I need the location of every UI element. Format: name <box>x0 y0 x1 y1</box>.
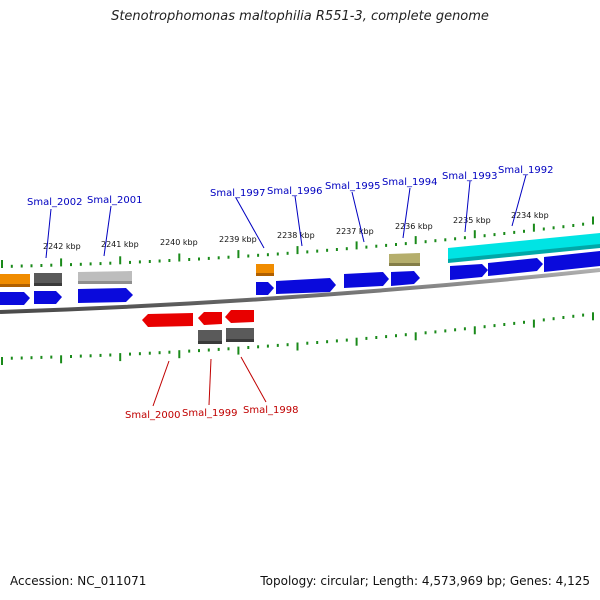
gene-arrow-right-edge[interactable] <box>544 251 600 272</box>
gene-arrow-1993[interactable] <box>450 264 488 280</box>
khaki-feature-1994[interactable] <box>389 253 420 265</box>
bottom-scale-ticks <box>1 312 594 365</box>
scale-label-2238: 2238 kbp <box>277 231 315 240</box>
forward-feature-track <box>0 233 600 287</box>
cyan-feature-1993[interactable] <box>448 233 600 261</box>
orange-feature-1997[interactable] <box>256 264 274 275</box>
gene-arrow-1996[interactable] <box>276 278 336 294</box>
accession-text: Accession: NC_011071 <box>10 574 147 588</box>
scale-label-2241: 2241 kbp <box>101 240 139 249</box>
gene-arrow-1994[interactable] <box>391 271 420 286</box>
gene-arrow-1992[interactable] <box>488 258 543 276</box>
grey-feature-1999[interactable] <box>198 330 222 343</box>
scale-label-2237: 2237 kbp <box>336 227 374 236</box>
gene-label-smal-2000[interactable]: Smal_2000 <box>125 410 180 421</box>
forward-gene-arrows <box>0 251 600 305</box>
gene-label-smal-1992[interactable]: Smal_1992 <box>498 165 553 176</box>
gene-label-smal-1995[interactable]: Smal_1995 <box>325 181 380 192</box>
gene-arrow-1997[interactable] <box>256 282 274 295</box>
gene-arrow-left-edge[interactable] <box>0 292 30 305</box>
minus-gene-callout-lines <box>152 356 267 407</box>
scale-label-2234: 2234 kbp <box>511 211 549 220</box>
gene-arrow-1998[interactable] <box>225 310 254 323</box>
genome-backbone <box>0 268 600 314</box>
grey-feature-1998[interactable] <box>226 328 254 341</box>
scale-label-2240: 2240 kbp <box>160 238 198 247</box>
gene-label-smal-1999[interactable]: Smal_1999 <box>182 408 237 419</box>
gene-label-smal-1996[interactable]: Smal_1996 <box>267 186 322 197</box>
map-title: Stenotrophomonas maltophilia R551-3, com… <box>111 9 489 24</box>
grey-feature-2002[interactable] <box>34 273 62 285</box>
gene-label-smal-1998[interactable]: Smal_1998 <box>243 405 298 416</box>
gene-arrow-2000[interactable] <box>142 313 193 327</box>
gene-arrow-1995[interactable] <box>344 272 389 288</box>
scale-label-2239: 2239 kbp <box>219 235 257 244</box>
gene-arrow-2002[interactable] <box>34 291 62 304</box>
plus-gene-callout-lines <box>45 174 527 259</box>
scale-label-2235: 2235 kbp <box>453 216 491 225</box>
light-grey-feature-2001[interactable] <box>78 271 132 283</box>
genome-summary-text: Topology: circular; Length: 4,573,969 bp… <box>260 574 590 588</box>
scale-labels: 2242 kbp 2241 kbp 2240 kbp 2239 kbp 2238… <box>43 211 549 251</box>
gene-label-smal-1994[interactable]: Smal_1994 <box>382 177 437 188</box>
scale-label-2236: 2236 kbp <box>395 222 433 231</box>
gene-label-smal-1997[interactable]: Smal_1997 <box>210 188 265 199</box>
gene-label-smal-2002[interactable]: Smal_2002 <box>27 197 82 208</box>
gene-label-smal-1993[interactable]: Smal_1993 <box>442 171 497 182</box>
reverse-feature-track <box>198 328 254 344</box>
gene-label-smal-2001[interactable]: Smal_2001 <box>87 195 142 206</box>
orange-feature-left[interactable] <box>0 274 30 286</box>
gene-arrow-2001[interactable] <box>78 288 133 303</box>
scale-label-2242: 2242 kbp <box>43 242 81 251</box>
gene-arrow-1999[interactable] <box>198 312 222 325</box>
reverse-gene-arrows <box>142 310 254 327</box>
top-scale-ticks <box>1 216 594 268</box>
